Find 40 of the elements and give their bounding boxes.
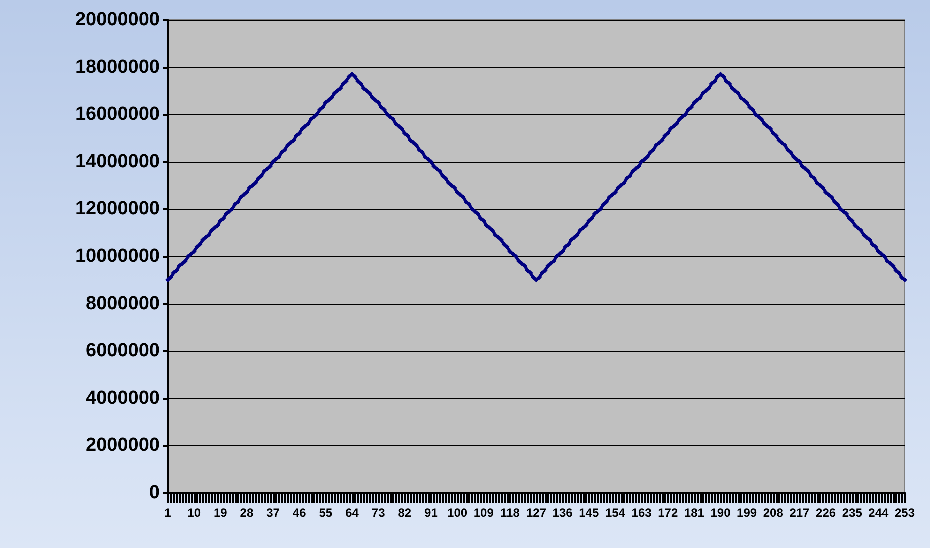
y-tick-label: 8000000 [86, 293, 160, 314]
x-tick-label: 163 [632, 506, 652, 520]
x-tick-label: 1 [164, 506, 172, 520]
x-tick-label: 154 [605, 506, 626, 520]
x-tick-label: 118 [500, 506, 520, 520]
x-tick-label: 253 [894, 506, 916, 520]
y-tick-label: 2000000 [86, 435, 160, 456]
x-tick-label: 208 [763, 506, 784, 520]
x-tick-label: 190 [710, 506, 732, 520]
x-tick-label: 73 [372, 506, 386, 520]
x-tick-label: 10 [188, 506, 202, 520]
x-tick-label: 37 [266, 506, 280, 520]
x-tick-label: 28 [240, 506, 254, 520]
x-tick-label: 91 [424, 506, 438, 520]
y-tick-label: 12000000 [75, 198, 160, 220]
x-tick-label: 19 [214, 506, 228, 520]
x-tick-label: 109 [474, 506, 494, 520]
x-tick-label: 127 [526, 506, 547, 520]
x-tick-label: 181 [684, 506, 705, 520]
y-tick-label: 20000000 [75, 10, 160, 30]
y-tick-label: 4000000 [86, 388, 160, 409]
x-tick-label: 64 [346, 506, 360, 520]
y-tick-label: 18000000 [75, 56, 160, 78]
y-tick-label: 16000000 [75, 104, 160, 126]
x-tick-label: 235 [842, 506, 863, 520]
x-tick-label: 82 [398, 506, 412, 520]
y-tick-label: 0 [149, 482, 160, 504]
x-tick-label: 145 [579, 506, 600, 520]
x-tick-label: 244 [868, 506, 890, 520]
x-tick-label: 46 [292, 506, 307, 520]
x-tick-label: 226 [816, 506, 836, 520]
x-tick-label: 100 [448, 506, 468, 520]
y-tick-label: 10000000 [75, 246, 160, 267]
x-tick-label: 136 [552, 506, 574, 520]
y-tick-label: 6000000 [86, 340, 160, 362]
x-tick-label: 172 [658, 506, 678, 520]
y-tick-label: 14000000 [75, 151, 160, 172]
x-tick-label: 55 [319, 506, 333, 520]
x-tick-label: 217 [790, 506, 810, 520]
x-tick-label: 199 [737, 506, 758, 520]
